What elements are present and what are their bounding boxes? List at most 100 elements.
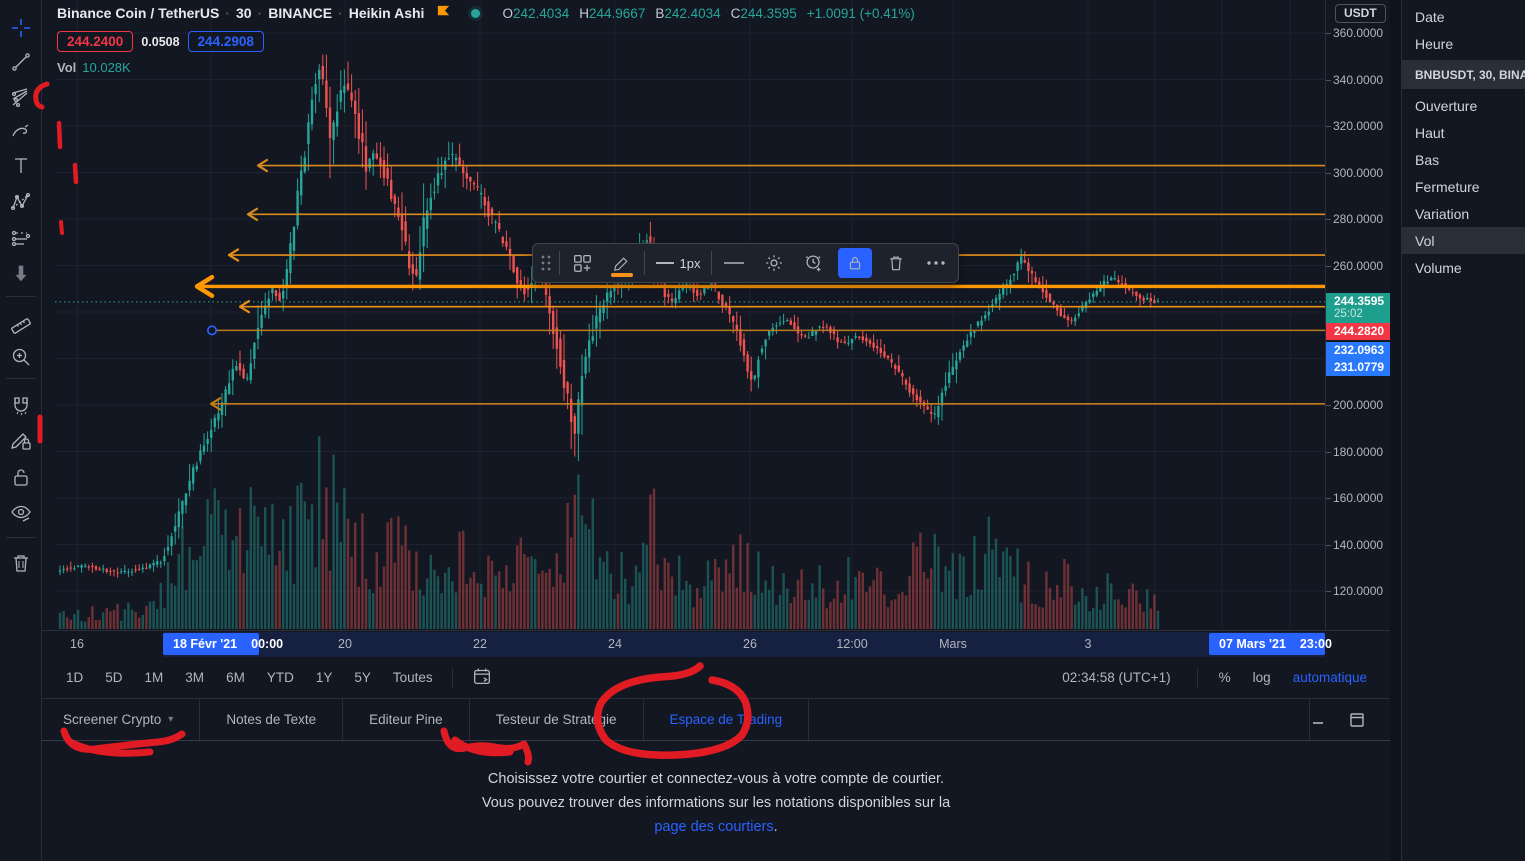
sell-price-button[interactable]: 244.2400 <box>57 31 134 52</box>
ruler-icon[interactable] <box>5 306 37 338</box>
panel-resize-strip[interactable] <box>1390 0 1402 861</box>
drawing-mode-lock-icon[interactable] <box>5 424 37 456</box>
tab-testeur-de-strat-gie[interactable]: Testeur de Stratégie <box>470 699 644 740</box>
spread-value: 0.0508 <box>141 34 180 49</box>
data-window-row-date[interactable]: Date <box>1415 8 1445 25</box>
delete-button[interactable] <box>876 246 916 280</box>
tab-espace-de-trading[interactable]: Espace de Trading <box>644 699 810 740</box>
line-color-button[interactable] <box>602 246 642 280</box>
time-tick: 3 <box>1084 637 1092 651</box>
gann-fibonacci-icon[interactable] <box>5 82 37 114</box>
range-button-1y[interactable]: 1Y <box>315 670 333 685</box>
chart-type-name: Heikin Ashi <box>348 5 425 21</box>
xabcd-pattern-icon[interactable] <box>5 186 37 218</box>
link-period: . <box>773 819 778 835</box>
buy-price-button[interactable]: 244.2908 <box>187 31 264 52</box>
line-style-button[interactable] <box>714 246 754 280</box>
chart-pane[interactable]: Binance Coin / TetherUS · 30 · BINANCE ·… <box>42 0 1390 630</box>
brokers-page-link[interactable]: page des courtiers <box>654 819 774 835</box>
arrow-down-icon[interactable] <box>5 257 37 289</box>
tab-editeur-pine[interactable]: Editeur Pine <box>343 699 470 740</box>
volume-value: 10.028K <box>82 60 131 75</box>
exchange-name: BINANCE <box>268 5 333 21</box>
go-to-date-icon[interactable] <box>471 665 493 690</box>
currency-toggle-button[interactable]: USDT <box>1335 4 1386 23</box>
broker-message-line1: Choisissez votre courtier et connectez-v… <box>487 771 945 787</box>
range-button-1d[interactable]: 1D <box>66 670 84 685</box>
trend-line-icon[interactable] <box>5 46 37 78</box>
tick-dash <box>1326 451 1331 453</box>
ohlc-item: O242.4034 <box>502 5 570 21</box>
magnet-icon[interactable] <box>5 390 37 422</box>
line-width-value: 1px <box>679 255 701 271</box>
crosshair-icon[interactable] <box>5 12 37 44</box>
range-button-3m[interactable]: 3M <box>185 670 205 685</box>
broker-message-line2: Vous pouvez trouver des informations sur… <box>481 795 951 811</box>
tab-notes-de-texte[interactable]: Notes de Texte <box>200 699 344 740</box>
add-alert-button[interactable] <box>794 246 834 280</box>
more-button[interactable] <box>916 246 956 280</box>
zoom-in-icon[interactable] <box>5 341 37 373</box>
color-swatch <box>611 273 633 277</box>
range-button-6m[interactable]: 6M <box>226 670 245 685</box>
settings-button[interactable] <box>754 246 794 280</box>
data-window-row-vol[interactable]: Vol <box>1402 227 1525 254</box>
drag-handle[interactable] <box>535 246 557 280</box>
market-status-dot[interactable] <box>471 8 481 18</box>
ohlc-values: O242.4034 H244.9667 B242.4034 C244.3595 +1.0… <box>502 6 914 21</box>
tick-dash <box>1326 265 1331 267</box>
price-tick: 360.0000 <box>1333 26 1384 40</box>
time-axis[interactable]: 16 20 22 24 26 12:00 Mars 3 18 Févr '21 00:00 07… <box>42 630 1390 658</box>
data-window-row-bnbusdt-30-binanc[interactable]: BNBUSDT, 30, BINANC <box>1402 60 1525 89</box>
price-chart[interactable] <box>42 0 1390 630</box>
price-tick: 320.0000 <box>1333 119 1384 133</box>
interval-value[interactable]: 30 <box>236 5 252 21</box>
range-button-toutes[interactable]: Toutes <box>392 670 433 685</box>
separator: · <box>257 5 263 21</box>
symbol-name[interactable]: Binance Coin / TetherUS <box>57 5 220 21</box>
range-start-label[interactable]: 18 Févr '21 00:00 <box>163 633 283 655</box>
range-button-ytd[interactable]: YTD <box>266 670 294 685</box>
time-tick: 26 <box>743 637 757 651</box>
data-window-row-heure[interactable]: Heure <box>1415 35 1454 52</box>
lock-button[interactable] <box>838 248 872 278</box>
tick-dash <box>1326 33 1331 34</box>
bottom-panel: Screener Crypto ▾ Notes de Texte Editeur Pi… <box>42 698 1390 861</box>
hide-drawings-icon[interactable] <box>5 497 37 529</box>
time-tick: 12:00 <box>836 637 868 651</box>
maximize-panel-icon[interactable] <box>1348 711 1366 729</box>
text-tool-icon[interactable] <box>5 150 37 182</box>
data-window-row-volume[interactable]: Volume <box>1415 259 1462 276</box>
data-window-row-haut[interactable]: Haut <box>1415 124 1445 141</box>
price-tick: 340.0000 <box>1333 72 1384 87</box>
data-window-row-ouverture[interactable]: Ouverture <box>1415 97 1478 114</box>
auto-scale-button[interactable]: automatique <box>1292 670 1367 685</box>
remove-drawings-icon[interactable] <box>5 547 37 579</box>
range-button-1m[interactable]: 1M <box>144 670 164 685</box>
tab-screener-crypto[interactable]: Screener Crypto ▾ <box>42 699 201 740</box>
range-button-5y[interactable]: 5Y <box>354 670 371 685</box>
minimize-panel-icon[interactable] <box>1310 712 1326 728</box>
range-end-label[interactable]: 07 Mars '21 23:00 <box>1209 633 1332 655</box>
chart-legend: Binance Coin / TetherUS · 30 · BINANCE ·… <box>57 4 915 75</box>
price-tick: 260.0000 <box>1333 258 1384 273</box>
time-tick: 22 <box>473 637 487 651</box>
data-window-row-bas[interactable]: Bas <box>1415 151 1440 168</box>
range-button-5d[interactable]: 5D <box>105 670 123 685</box>
lock-all-icon[interactable] <box>5 461 37 493</box>
forecast-icon[interactable] <box>5 222 37 254</box>
data-window-row-variation[interactable]: Variation <box>1415 205 1470 222</box>
toolbar-divider <box>6 537 36 538</box>
line-width-button[interactable]: 1px <box>647 246 709 280</box>
brush-icon[interactable] <box>5 116 37 148</box>
price-tick: 180.0000 <box>1333 444 1384 459</box>
flag-icon[interactable] <box>436 4 451 22</box>
percent-scale-button[interactable]: % <box>1218 670 1231 685</box>
template-button[interactable] <box>562 246 602 280</box>
price-tick: 300.0000 <box>1333 165 1384 180</box>
toolbar-divider <box>6 378 36 379</box>
log-scale-button[interactable]: log <box>1252 670 1271 685</box>
price-axis[interactable]: USDT 360.0000 340.0000 320.0000 300.0000 280… <box>1325 0 1391 630</box>
price-tag: 231.0779 <box>1326 359 1391 376</box>
data-window-row-fermeture[interactable]: Fermeture <box>1415 178 1480 195</box>
